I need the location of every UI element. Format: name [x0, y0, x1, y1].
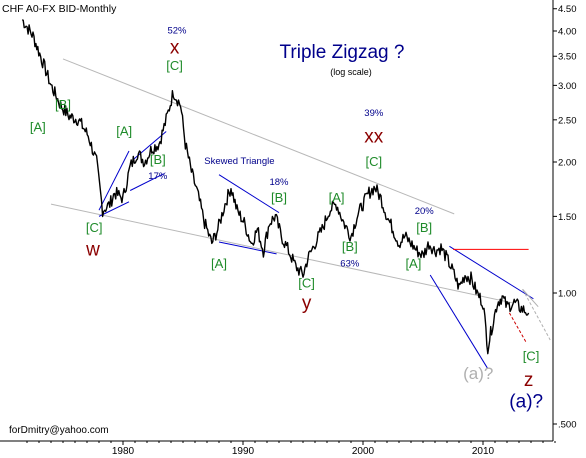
- chart-subtitle: (log scale): [330, 67, 372, 77]
- wave-label: [A]: [329, 190, 345, 205]
- projection-red: [508, 312, 527, 343]
- wave-label: [C]: [523, 348, 540, 363]
- y-tick-label: 3.50: [558, 52, 577, 63]
- triangle-lower-left: [98, 201, 130, 217]
- wave-label: [B]: [271, 190, 287, 205]
- wave-label: 52%: [167, 25, 187, 36]
- wave-label: xx: [364, 126, 384, 147]
- wave-label: 63%: [340, 259, 360, 270]
- wave-label: [B]: [416, 220, 432, 235]
- wave-label: w: [85, 239, 100, 260]
- y-tick-label: 1.50: [558, 212, 577, 223]
- x-tick-label: 2010: [472, 446, 495, 457]
- wave-label: [A]: [116, 124, 132, 139]
- x-tick-label: 2000: [352, 446, 375, 457]
- wave-label: z: [524, 370, 534, 391]
- wave-label: y: [302, 293, 312, 314]
- final-channel-upper: [449, 245, 534, 300]
- y-tick-label: 3.00: [558, 81, 577, 92]
- x-tick-label: 1980: [112, 446, 135, 457]
- y-tick-label: 2.50: [558, 115, 577, 126]
- wave-label: [B]: [55, 97, 71, 112]
- y-tick-label: 2.00: [558, 158, 577, 169]
- chart-header: CHF A0-FX BID-Monthly: [2, 3, 117, 15]
- price-line: [21, 19, 530, 355]
- wave-label: 20%: [415, 206, 435, 217]
- wave-label: Skewed Triangle: [204, 156, 274, 167]
- wave-label: [C]: [365, 154, 382, 169]
- wave-label: [C]: [298, 275, 315, 290]
- y-tick-label: .500: [558, 420, 577, 431]
- plot-frame: [0, 0, 554, 442]
- final-channel-lower: [429, 274, 489, 369]
- credit-text: forDmitry@yahoo.com: [9, 425, 109, 436]
- wave-label: (a)?: [463, 364, 493, 383]
- projection-grey-short: [522, 288, 539, 308]
- lower-channel-line: [50, 203, 512, 304]
- chart-title: Triple Zigzag ?: [280, 42, 405, 63]
- wave-label: [A]: [30, 120, 46, 135]
- triangle-upper-left: [98, 150, 130, 211]
- axes: .500 1.00 1.50 2.00 2.50 3.00 3.50 4.00 4.50 1980…: [26, 4, 577, 457]
- price-series: [21, 19, 530, 355]
- y-tick-label: 4.50: [558, 4, 577, 15]
- skewed-triangle-upper: [218, 174, 280, 214]
- skewed-triangle-lower: [218, 241, 277, 255]
- wave-labels: [A][B][C]w[A][B]17%[C]x52%[A]Skewed Tria…: [30, 25, 543, 412]
- wave-label: [B]: [342, 239, 358, 254]
- wave-label: x: [170, 38, 180, 59]
- wave-label: [B]: [150, 152, 166, 167]
- wave-label: 17%: [148, 171, 168, 182]
- wave-label: [C]: [166, 58, 183, 73]
- wave-label: 18%: [269, 177, 289, 188]
- triangle-lower-right: [129, 173, 165, 191]
- x-tick-label: 1990: [232, 446, 255, 457]
- wave-label: (a)?: [509, 392, 543, 413]
- wave-channel-lines: [50, 58, 551, 369]
- wave-label: [A]: [211, 256, 227, 271]
- y-tick-label: 4.00: [558, 27, 577, 38]
- wave-label: [A]: [405, 256, 421, 271]
- wave-label: [C]: [86, 220, 103, 235]
- y-tick-label: 1.00: [558, 289, 577, 300]
- upper-channel-line: [62, 58, 455, 215]
- wave-label: 39%: [364, 108, 384, 119]
